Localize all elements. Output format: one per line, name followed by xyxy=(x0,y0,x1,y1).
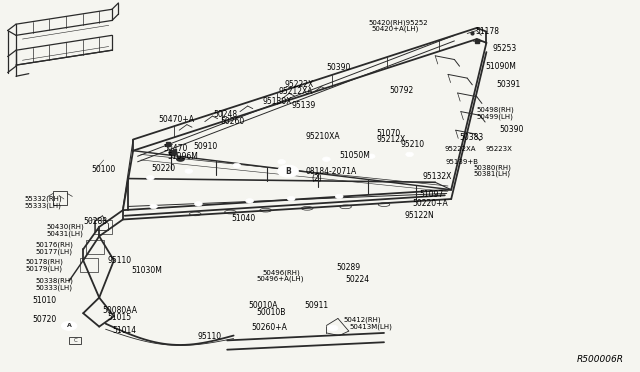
Text: 95139+B: 95139+B xyxy=(445,159,479,165)
Text: 50288: 50288 xyxy=(83,217,108,226)
Text: 50289: 50289 xyxy=(337,263,361,272)
Text: 51015: 51015 xyxy=(108,313,132,322)
Text: R500006R: R500006R xyxy=(577,355,623,364)
Text: 50412(RH): 50412(RH) xyxy=(343,317,381,323)
Text: 50498(RH): 50498(RH) xyxy=(477,106,515,113)
Text: 50911: 50911 xyxy=(304,301,328,310)
Text: 50390: 50390 xyxy=(326,63,351,72)
Text: 50220+A: 50220+A xyxy=(413,199,449,208)
Text: 95212X: 95212X xyxy=(376,135,406,144)
Circle shape xyxy=(176,157,185,162)
Text: 51178: 51178 xyxy=(475,28,499,36)
Text: 50179(LH): 50179(LH) xyxy=(26,265,63,272)
Text: B: B xyxy=(285,167,291,176)
Text: 50260: 50260 xyxy=(220,117,244,126)
Text: 50496(RH): 50496(RH) xyxy=(262,269,300,276)
Text: 51010: 51010 xyxy=(32,296,56,305)
Bar xyxy=(86,240,104,254)
Text: 50391: 50391 xyxy=(496,80,520,89)
Text: 95210XA: 95210XA xyxy=(306,132,340,141)
Text: 51097: 51097 xyxy=(419,190,444,199)
Circle shape xyxy=(323,157,330,161)
Text: 95122N: 95122N xyxy=(404,211,434,219)
Text: 50177(LH): 50177(LH) xyxy=(35,248,72,255)
Text: 95210: 95210 xyxy=(401,140,425,149)
Text: 51096M: 51096M xyxy=(168,152,198,161)
Circle shape xyxy=(287,196,295,201)
Bar xyxy=(69,337,81,344)
Circle shape xyxy=(185,169,193,173)
Text: 95110: 95110 xyxy=(108,256,132,265)
Text: 50224: 50224 xyxy=(346,275,370,283)
Text: 95110: 95110 xyxy=(197,332,221,341)
Text: 50176(RH): 50176(RH) xyxy=(35,241,73,248)
Text: 50220: 50220 xyxy=(151,164,175,173)
Text: 50383: 50383 xyxy=(460,133,484,142)
Circle shape xyxy=(406,152,413,157)
Text: 51050M: 51050M xyxy=(339,151,370,160)
Text: 50100: 50100 xyxy=(92,165,116,174)
Circle shape xyxy=(278,160,285,164)
Text: 50413M(LH): 50413M(LH) xyxy=(349,323,392,330)
Text: 95253: 95253 xyxy=(493,44,517,53)
Circle shape xyxy=(195,202,202,206)
Text: 95139: 95139 xyxy=(291,101,316,110)
Text: 95222X: 95222X xyxy=(284,80,314,89)
Bar xyxy=(80,258,98,272)
Text: C: C xyxy=(74,337,77,343)
Text: 95132X: 95132X xyxy=(422,172,452,181)
Circle shape xyxy=(150,204,157,209)
Text: 50390: 50390 xyxy=(499,125,524,134)
Text: 51040: 51040 xyxy=(232,214,256,223)
Text: 50420+A(LH): 50420+A(LH) xyxy=(371,26,419,32)
Text: 95223X: 95223X xyxy=(485,146,512,152)
Text: 50333(LH): 50333(LH) xyxy=(35,285,72,291)
Text: 50338(RH): 50338(RH) xyxy=(35,278,73,285)
Text: 50260+A: 50260+A xyxy=(251,323,287,332)
Text: 08184-2071A: 08184-2071A xyxy=(306,167,357,176)
Text: 51014: 51014 xyxy=(113,326,137,335)
Text: A: A xyxy=(67,323,72,328)
Text: 51030M: 51030M xyxy=(131,266,162,275)
Text: 50792: 50792 xyxy=(389,86,413,95)
Text: 50380(RH): 50380(RH) xyxy=(474,164,511,171)
Text: 50499(LH): 50499(LH) xyxy=(477,113,514,120)
Text: 50470: 50470 xyxy=(164,144,188,153)
Text: 50248: 50248 xyxy=(214,110,238,119)
Text: 50431(LH): 50431(LH) xyxy=(46,230,83,237)
Text: 50178(RH): 50178(RH) xyxy=(26,259,63,265)
Text: 50496+A(LH): 50496+A(LH) xyxy=(256,276,303,282)
Text: 50430(RH): 50430(RH) xyxy=(46,224,84,230)
Circle shape xyxy=(335,194,343,199)
Circle shape xyxy=(328,325,338,331)
Text: 50910: 50910 xyxy=(193,142,218,151)
Text: 55332(RH): 55332(RH) xyxy=(24,196,62,202)
Text: 50470+A: 50470+A xyxy=(159,115,195,124)
Circle shape xyxy=(61,321,77,330)
Circle shape xyxy=(147,176,154,180)
Text: 51070: 51070 xyxy=(376,129,401,138)
Circle shape xyxy=(367,154,375,158)
Circle shape xyxy=(278,165,298,177)
Circle shape xyxy=(233,163,241,168)
Text: 51090M: 51090M xyxy=(485,62,516,71)
Text: 55333(LH): 55333(LH) xyxy=(24,202,61,209)
Circle shape xyxy=(246,199,253,203)
Text: 50420(RH)95252: 50420(RH)95252 xyxy=(369,19,428,26)
Text: 50381(LH): 50381(LH) xyxy=(474,171,511,177)
Text: 95130X: 95130X xyxy=(262,97,292,106)
Bar xyxy=(94,220,112,234)
Text: 95222XA: 95222XA xyxy=(444,146,476,152)
Text: 50010B: 50010B xyxy=(256,308,285,317)
Text: 50010A: 50010A xyxy=(248,301,278,310)
Text: (2): (2) xyxy=(311,174,322,183)
Circle shape xyxy=(168,150,177,155)
Text: 50720: 50720 xyxy=(32,315,56,324)
Text: 50080AA: 50080AA xyxy=(102,307,138,315)
Text: 95212XA: 95212XA xyxy=(278,87,313,96)
